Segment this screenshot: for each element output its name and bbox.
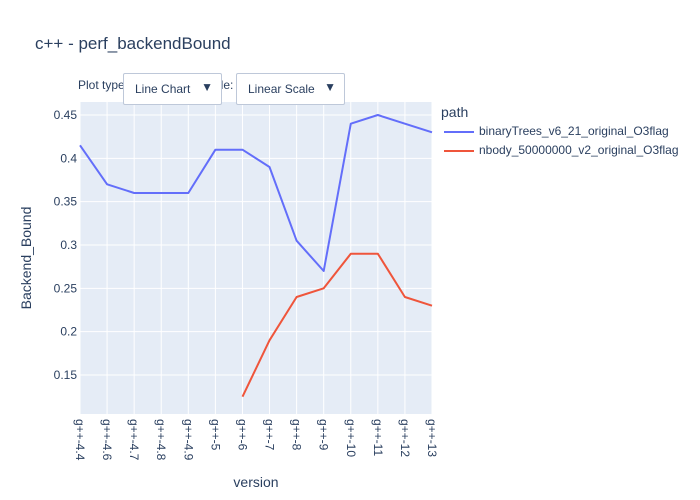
x-tick-label: g++-7	[263, 419, 277, 451]
series-lines	[79, 114, 433, 398]
x-tick-label: g++-8	[290, 419, 304, 451]
scale-dropdown[interactable]: Linear Scale ▼	[236, 73, 345, 105]
legend-label: binaryTrees_v6_21_original_O3flag	[479, 124, 669, 138]
x-axis-title: version	[233, 474, 278, 490]
series-line-1[interactable]	[241, 252, 433, 398]
y-tick-label: 0.15	[54, 368, 78, 382]
plot-type-dropdown[interactable]: Line Chart ▼	[123, 73, 222, 105]
y-axis-title: Backend_Bound	[18, 207, 34, 310]
x-tick-label: g++-4.9	[181, 419, 195, 461]
y-tick-label: 0.4	[60, 151, 77, 165]
legend-label: nbody_50000000_v2_original_O3flag	[479, 143, 679, 157]
y-tick-label: 0.3	[60, 238, 77, 252]
plot-type-value: Line Chart	[135, 82, 191, 96]
legend-swatch	[444, 131, 474, 133]
grid-lines	[79, 102, 433, 414]
chart-title: c++ - perf_backendBound	[35, 34, 231, 53]
dropdown-arrow-icon: ▼	[324, 80, 336, 94]
y-tick-label: 0.35	[54, 195, 78, 209]
x-tick-label: g++-10	[344, 419, 358, 457]
x-tick-label: g++-6	[235, 419, 249, 451]
y-tick-label: 0.45	[54, 108, 78, 122]
x-tick-label: g++-5	[208, 419, 222, 451]
y-tick-label: 0.25	[54, 281, 78, 295]
x-tick-label: g++-9	[317, 419, 331, 451]
plot-type-label: Plot type	[78, 78, 125, 92]
x-tick-label: g++-11	[371, 419, 385, 456]
x-tick-label: g++-12	[398, 419, 412, 457]
x-tick-labels: g++-4.4 g++-4.6 g++-4.7 g++-4.8 g++-4.9 g++-5…	[73, 419, 439, 461]
x-tick-label: g++-4.6	[100, 419, 114, 461]
series-line-0[interactable]	[79, 114, 433, 272]
x-tick-label: g++-4.4	[73, 419, 87, 461]
x-tick-label: g++-4.7	[127, 419, 141, 461]
y-tick-label: 0.2	[60, 325, 77, 339]
scale-value: Linear Scale	[248, 82, 315, 96]
legend-title: path	[441, 104, 469, 120]
plot-background	[80, 102, 432, 414]
x-tick-label: g++-4.8	[154, 419, 168, 461]
legend-swatch	[444, 150, 474, 152]
y-tick-labels: 0.15 0.2 0.25 0.3 0.35 0.4 0.45	[54, 108, 78, 382]
dropdown-arrow-icon: ▼	[201, 80, 213, 94]
x-tick-label: g++-13	[425, 419, 439, 457]
